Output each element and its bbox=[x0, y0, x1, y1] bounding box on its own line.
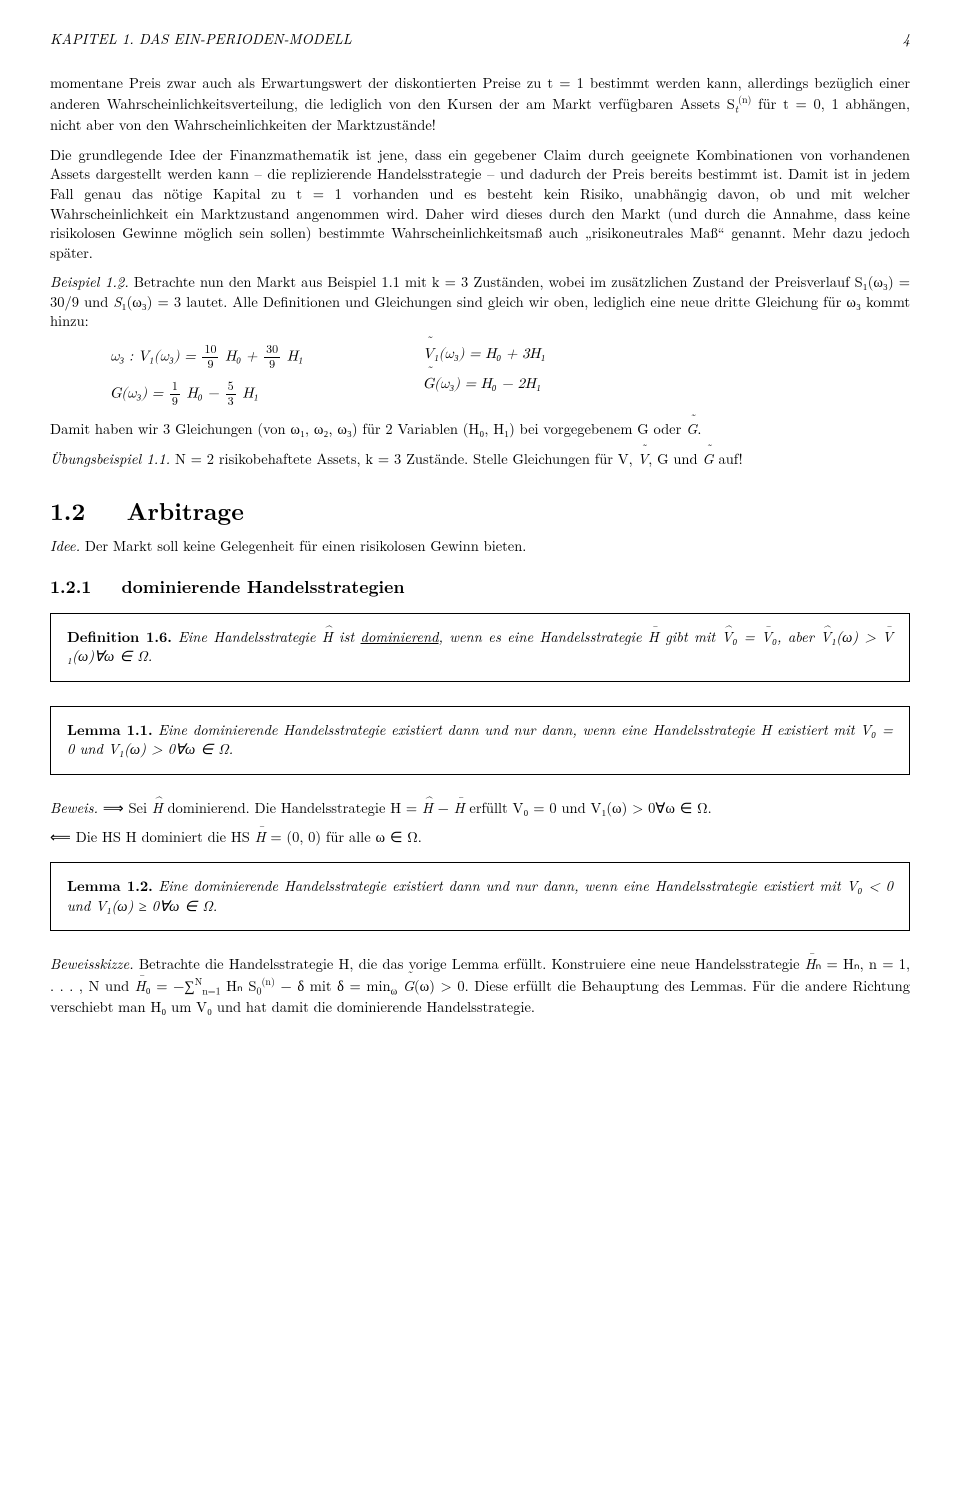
subsection-1-2-1-heading: 1.2.1 dominierende Handelsstrategien bbox=[50, 575, 910, 599]
subsection-title: dominierende Handelsstrategien bbox=[122, 574, 405, 599]
lemma-1-1-text: Eine dominierende Handelsstrategie exist… bbox=[67, 720, 893, 760]
eq-gtilde: G(ω₃) = H₀ − 2H₁ bbox=[423, 374, 545, 394]
beweis-label: Beweis. bbox=[50, 798, 98, 818]
lemma-1-1-box: Lemma 1.1. Eine dominierende Handelsstra… bbox=[50, 706, 910, 775]
uebung-label: Übungsbeispiel 1.1. bbox=[50, 449, 170, 469]
lemma-1-2-text: Eine dominierende Handelsstrategie exist… bbox=[67, 876, 893, 916]
section-number: 1.2 bbox=[50, 494, 85, 528]
paragraph-2: Die grundlegende Idee der Finanzmathemat… bbox=[50, 146, 910, 263]
paragraph-1: momentane Preis zwar auch als Erwartungs… bbox=[50, 74, 910, 136]
beweisskizze: Beweisskizze. Betrachte die Handelsstrat… bbox=[50, 955, 910, 1017]
chapter-label: KAPITEL 1. DAS EIN-PERIODEN-MODELL bbox=[50, 30, 352, 50]
beweis-forward: Beweis. ⟹ Sei H dominierend. Die Handels… bbox=[50, 799, 910, 819]
idee-label: Idee. bbox=[50, 536, 80, 556]
eq-omega3-v1: ω₃ : V₁(ω₃) = 109 H₀ + 309 H₁ bbox=[110, 344, 303, 371]
idee-paragraph: Idee. Der Markt soll keine Gelegenheit f… bbox=[50, 537, 910, 557]
subsection-number: 1.2.1 bbox=[50, 574, 91, 599]
page-number: 4 bbox=[903, 30, 910, 50]
section-title: Arbitrage bbox=[127, 494, 244, 528]
paragraph-3: Damit haben wir 3 Gleichungen (von ω₁, ω… bbox=[50, 420, 910, 440]
beispiel-1-2: Beispiel 1.2. Betrachte nun den Markt au… bbox=[50, 273, 910, 332]
beweis-backward: ⟸ Die HS H dominiert die HS H = (0, 0) f… bbox=[50, 828, 910, 848]
definition-label: Definition 1.6. bbox=[67, 627, 172, 647]
equations-block: ω₃ : V₁(ω₃) = 109 H₀ + 309 H₁ G(ω₃) = 19… bbox=[110, 344, 910, 408]
definition-1-6-box: Definition 1.6. Eine Handelsstrategie H … bbox=[50, 613, 910, 682]
equations-right-column: V₁(ω₃) = H₀ + 3H₁ G(ω₃) = H₀ − 2H₁ bbox=[423, 344, 545, 408]
equations-left-column: ω₃ : V₁(ω₃) = 109 H₀ + 309 H₁ G(ω₃) = 19… bbox=[110, 344, 303, 408]
eq-omega3-g: G(ω₃) = 19 H₀ − 53 H₁ bbox=[110, 381, 303, 408]
page-header: KAPITEL 1. DAS EIN-PERIODEN-MODELL 4 bbox=[50, 30, 910, 50]
lemma-1-1-label: Lemma 1.1. bbox=[67, 720, 153, 740]
uebungsbeispiel: Übungsbeispiel 1.1. N = 2 risikobehaftet… bbox=[50, 450, 910, 470]
lemma-1-2-label: Lemma 1.2. bbox=[67, 876, 153, 896]
lemma-1-2-box: Lemma 1.2. Eine dominierende Handelsstra… bbox=[50, 862, 910, 931]
beweisskizze-label: Beweisskizze. bbox=[50, 954, 134, 974]
section-1-2-heading: 1.2 Arbitrage bbox=[50, 495, 910, 527]
eq-vtilde1: V₁(ω₃) = H₀ + 3H₁ bbox=[423, 344, 545, 364]
